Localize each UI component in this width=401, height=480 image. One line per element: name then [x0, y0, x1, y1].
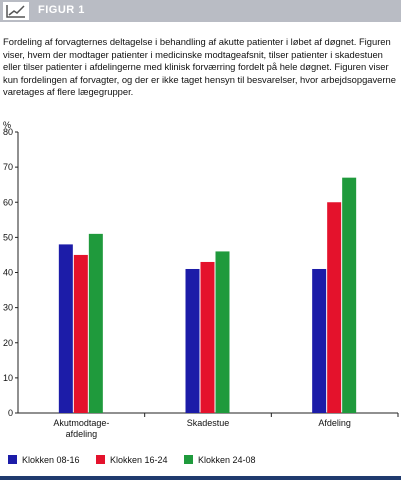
y-tick-label: 80	[3, 127, 13, 137]
icon-graphic	[6, 5, 25, 18]
legend-label: Klokken 24-08	[198, 455, 256, 465]
y-tick-label: 30	[3, 303, 13, 313]
legend-label: Klokken 08-16	[22, 455, 80, 465]
y-tick-label: 10	[3, 373, 13, 383]
x-tick-label: Afdeling	[318, 418, 351, 428]
y-tick-label: 70	[3, 162, 13, 172]
bar	[185, 268, 200, 413]
bar	[312, 268, 327, 413]
x-tick-label: Skadestue	[187, 418, 230, 428]
legend-label: Klokken 16-24	[110, 455, 168, 465]
y-tick-label: 60	[3, 197, 13, 207]
y-axis-label: %	[3, 120, 11, 130]
bar	[200, 261, 215, 413]
header-bar: FIGUR 1	[0, 0, 401, 22]
y-tick-label: 40	[3, 268, 13, 278]
bar	[342, 177, 357, 413]
legend-swatch	[96, 455, 105, 464]
legend-swatch	[184, 455, 193, 464]
bar	[58, 244, 73, 413]
y-tick-label: 0	[8, 408, 13, 418]
header-icon	[3, 2, 29, 20]
header-title: FIGUR 1	[38, 4, 85, 16]
bar	[327, 202, 342, 413]
legend-swatch	[8, 455, 17, 464]
footer-bar	[0, 476, 401, 480]
y-tick-label: 20	[3, 338, 13, 348]
y-tick-label: 50	[3, 232, 13, 242]
x-tick-label: Akutmodtage-afdeling	[53, 418, 109, 439]
caption: Fordeling af forvagternes deltagelse i b…	[3, 36, 396, 98]
bar	[73, 254, 88, 413]
bar	[215, 251, 230, 413]
bar	[88, 233, 103, 413]
